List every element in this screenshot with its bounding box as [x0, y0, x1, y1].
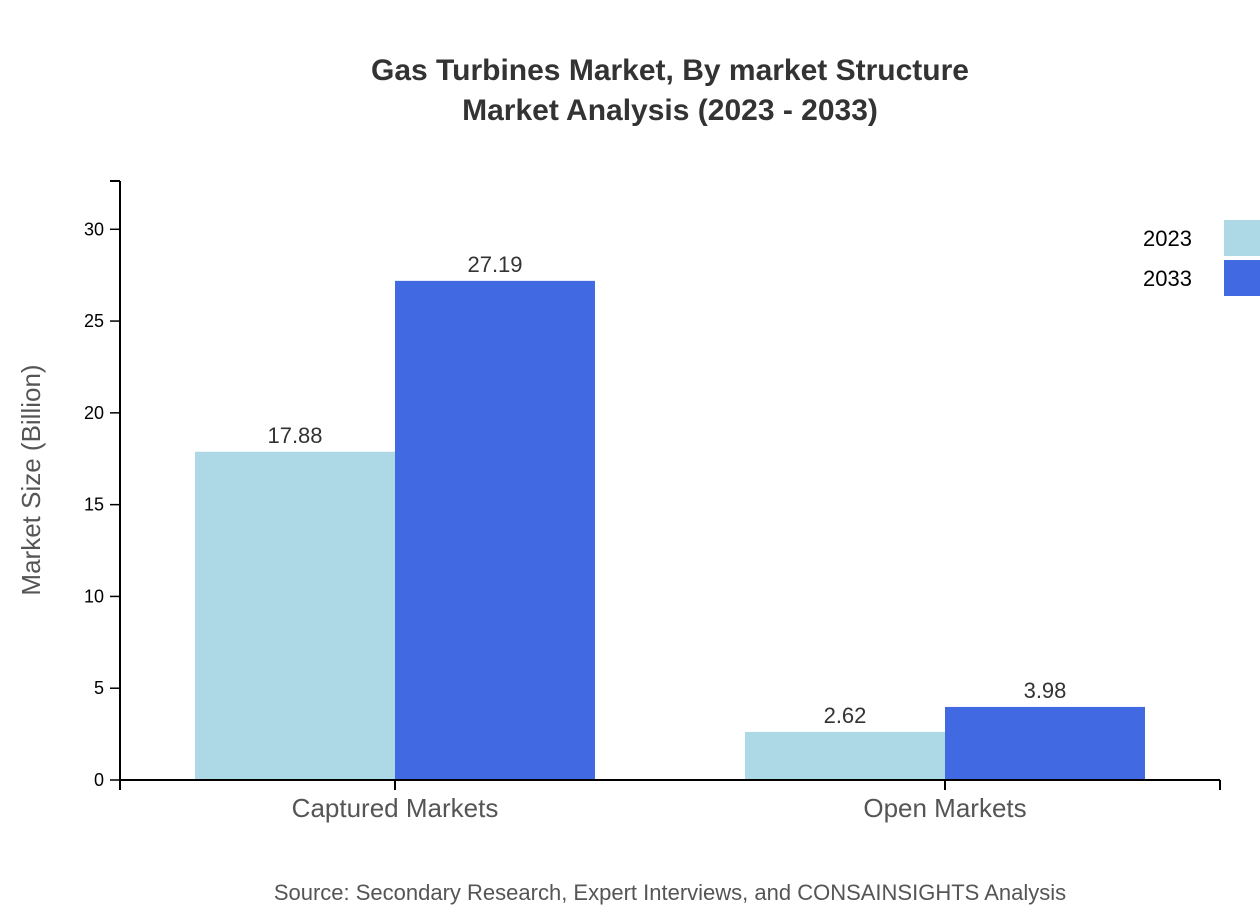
legend-swatch-2023: [1224, 220, 1260, 256]
data-label: 17.88: [267, 423, 322, 448]
data-label: 27.19: [467, 252, 522, 277]
y-tick-label: 5: [94, 678, 104, 698]
bar-2033-0: [395, 280, 595, 780]
source-note: Source: Secondary Research, Expert Inter…: [274, 880, 1066, 905]
legend-label: 2023: [1143, 226, 1192, 251]
y-axis-label: Market Size (Billion): [16, 364, 46, 595]
legend: 2023 2033: [1143, 220, 1260, 296]
bar-2023-1: [745, 731, 945, 780]
y-tick-label: 30: [84, 219, 104, 239]
bars: 17.88 27.19 2.62 3.98: [195, 252, 1145, 780]
data-label: 3.98: [1024, 678, 1067, 703]
y-axis: 0 5 10 15 20 25 30: [84, 180, 121, 790]
x-tick-label: Captured Markets: [292, 793, 499, 823]
chart-title-line-2: Market Analysis (2023 - 2033): [462, 94, 878, 127]
x-tick-label: Open Markets: [863, 793, 1026, 823]
bar-2023-0: [195, 451, 395, 780]
legend-label: 2033: [1143, 266, 1192, 291]
legend-swatch-2033: [1224, 260, 1260, 296]
y-tick-label: 15: [84, 495, 104, 515]
y-tick-label: 25: [84, 311, 104, 331]
y-tick-label: 0: [94, 770, 104, 790]
data-label: 2.62: [824, 703, 867, 728]
bar-2033-1: [945, 706, 1145, 780]
y-tick-label: 20: [84, 403, 104, 423]
y-tick-label: 10: [84, 586, 104, 606]
x-axis: Captured Markets Open Markets: [119, 779, 1221, 823]
chart-title-line-1: Gas Turbines Market, By market Structure: [371, 54, 969, 87]
